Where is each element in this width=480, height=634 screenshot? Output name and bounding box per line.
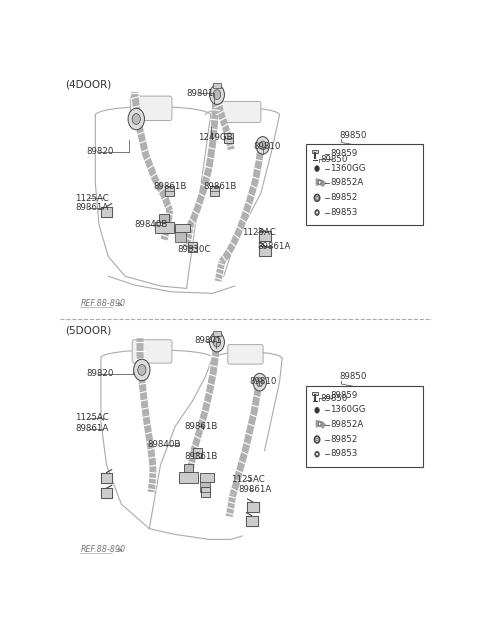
FancyBboxPatch shape xyxy=(132,340,172,363)
Bar xyxy=(305,386,423,467)
Text: 89859: 89859 xyxy=(330,391,358,399)
Text: 89852: 89852 xyxy=(330,434,358,444)
FancyBboxPatch shape xyxy=(222,101,261,122)
Text: 89852A: 89852A xyxy=(330,420,364,429)
Text: (5DOOR): (5DOOR) xyxy=(66,325,112,335)
Text: 1125AC: 1125AC xyxy=(75,193,108,203)
Text: 89850: 89850 xyxy=(339,372,366,381)
Text: 89820: 89820 xyxy=(86,147,113,156)
Polygon shape xyxy=(246,515,258,526)
Circle shape xyxy=(256,136,269,154)
Circle shape xyxy=(210,332,225,352)
Bar xyxy=(200,482,210,492)
Text: 89801: 89801 xyxy=(194,336,221,345)
Text: 1249GB: 1249GB xyxy=(198,133,232,141)
Circle shape xyxy=(133,359,150,380)
Text: 89852A: 89852A xyxy=(330,178,364,187)
Text: 89801: 89801 xyxy=(186,89,214,98)
Polygon shape xyxy=(247,502,259,512)
Bar xyxy=(224,133,233,143)
Text: 89861B: 89861B xyxy=(153,183,186,191)
Circle shape xyxy=(315,451,319,457)
Circle shape xyxy=(315,407,319,413)
Bar xyxy=(193,448,202,458)
Polygon shape xyxy=(100,207,112,217)
Text: 1125AC: 1125AC xyxy=(75,413,108,422)
Bar xyxy=(312,150,318,153)
Polygon shape xyxy=(316,420,325,428)
Text: 89853: 89853 xyxy=(330,207,358,217)
Circle shape xyxy=(316,438,318,441)
Circle shape xyxy=(138,365,146,375)
Bar xyxy=(188,242,196,252)
Bar xyxy=(213,331,221,336)
Text: 89830C: 89830C xyxy=(177,245,211,254)
Text: 89810: 89810 xyxy=(253,143,281,152)
Text: 89850: 89850 xyxy=(321,155,348,164)
Polygon shape xyxy=(100,488,112,498)
Text: 89861A: 89861A xyxy=(239,485,272,494)
Circle shape xyxy=(128,108,144,130)
Text: 89861A: 89861A xyxy=(75,204,108,212)
Text: 89861B: 89861B xyxy=(203,183,237,191)
Circle shape xyxy=(315,165,319,172)
Text: 89861A: 89861A xyxy=(75,424,108,433)
Circle shape xyxy=(213,90,221,100)
Text: 89861B: 89861B xyxy=(185,422,218,430)
Text: REF.88-890: REF.88-890 xyxy=(81,545,126,553)
Circle shape xyxy=(210,85,225,105)
Bar xyxy=(175,232,186,242)
Circle shape xyxy=(314,436,320,443)
Text: 89861B: 89861B xyxy=(185,453,218,462)
Text: 89850: 89850 xyxy=(339,131,366,139)
Bar xyxy=(175,224,190,232)
Text: 89859: 89859 xyxy=(330,149,358,158)
Bar xyxy=(201,487,210,498)
Bar xyxy=(159,214,169,222)
Text: 89840B: 89840B xyxy=(147,440,181,449)
FancyBboxPatch shape xyxy=(130,96,172,120)
Polygon shape xyxy=(259,245,271,256)
Circle shape xyxy=(213,337,221,347)
Text: 89850: 89850 xyxy=(321,394,348,403)
Text: 89820: 89820 xyxy=(86,370,113,378)
Text: 89861A: 89861A xyxy=(257,242,290,252)
Text: 1360GG: 1360GG xyxy=(330,164,366,172)
Polygon shape xyxy=(100,472,112,482)
Bar xyxy=(210,186,219,196)
Bar xyxy=(183,463,193,472)
Text: 89852: 89852 xyxy=(330,193,358,202)
Circle shape xyxy=(316,453,318,455)
Circle shape xyxy=(314,195,320,202)
Text: 89853: 89853 xyxy=(330,449,358,458)
FancyBboxPatch shape xyxy=(228,345,263,364)
Text: 1125AC: 1125AC xyxy=(231,476,265,484)
Circle shape xyxy=(132,113,140,124)
Circle shape xyxy=(253,373,266,391)
Polygon shape xyxy=(316,179,325,186)
Bar xyxy=(165,186,174,196)
Polygon shape xyxy=(259,231,271,241)
Circle shape xyxy=(259,141,266,150)
Text: 1360GG: 1360GG xyxy=(330,405,366,414)
Bar xyxy=(305,145,423,225)
Text: (4DOOR): (4DOOR) xyxy=(66,80,112,90)
Text: 89840B: 89840B xyxy=(134,221,168,230)
Circle shape xyxy=(316,212,318,214)
Circle shape xyxy=(318,180,321,184)
Bar xyxy=(213,84,221,88)
Circle shape xyxy=(256,378,263,387)
Text: REF.88-890: REF.88-890 xyxy=(81,299,126,308)
Bar xyxy=(200,474,215,482)
Circle shape xyxy=(318,422,321,426)
Circle shape xyxy=(315,210,319,216)
Text: 89810: 89810 xyxy=(250,377,277,385)
Text: 1125AC: 1125AC xyxy=(242,228,276,236)
Bar xyxy=(312,392,318,395)
Bar xyxy=(155,222,174,233)
Circle shape xyxy=(316,197,318,199)
Bar xyxy=(179,472,198,482)
